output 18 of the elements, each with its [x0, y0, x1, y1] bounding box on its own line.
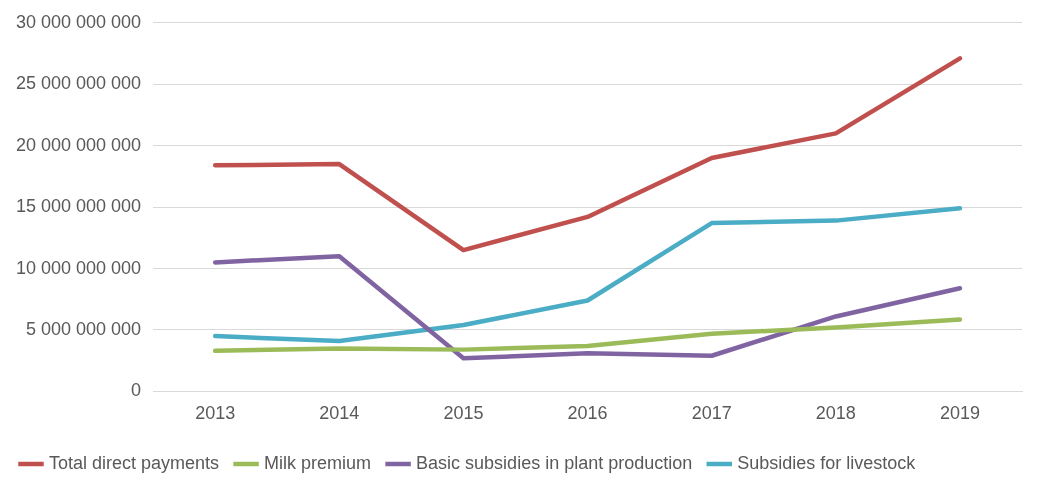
legend-label: Basic subsidies in plant production	[416, 452, 693, 473]
x-tick-label: 2015	[443, 403, 484, 424]
legend-label: Total direct payments	[49, 452, 220, 473]
legend-label: Subsidies for livestock	[737, 452, 917, 473]
x-tick-label: 2014	[319, 403, 360, 424]
y-tick-label: 30 000 000 000	[16, 11, 142, 32]
legend-label: Milk premium	[264, 452, 372, 473]
x-tick-label: 2017	[691, 403, 732, 424]
x-tick-label: 2013	[195, 403, 236, 424]
x-tick-label: 2016	[567, 403, 608, 424]
y-tick-label: 10 000 000 000	[16, 257, 142, 278]
x-tick-label: 2018	[815, 403, 856, 424]
y-tick-label: 15 000 000 000	[16, 196, 142, 217]
y-tick-label: 20 000 000 000	[16, 134, 142, 155]
y-tick-label: 5 000 000 000	[26, 318, 142, 339]
x-tick-label: 2019	[939, 403, 980, 424]
y-tick-label: 25 000 000 000	[16, 73, 142, 94]
y-tick-label: 0	[131, 380, 142, 401]
